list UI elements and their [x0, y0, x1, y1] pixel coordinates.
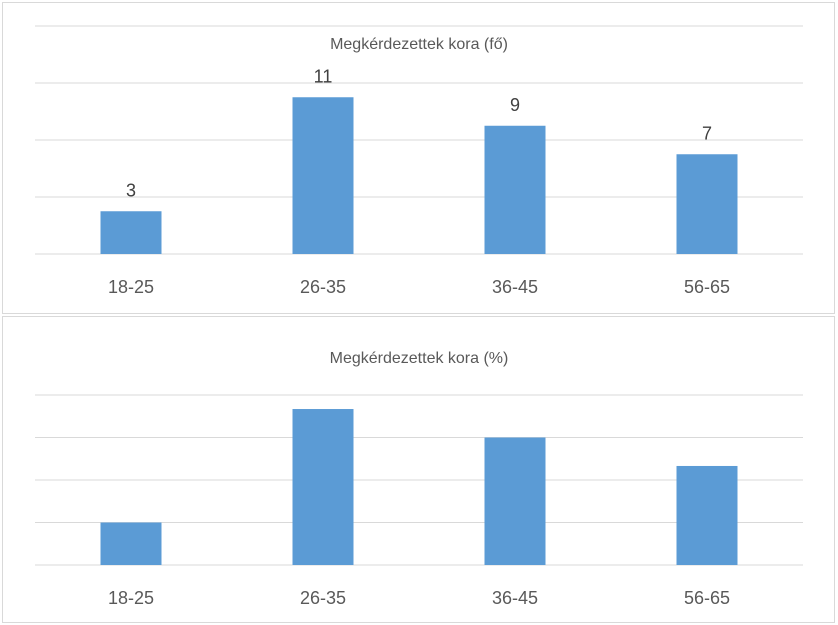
x-tick-label: 36-45 — [492, 588, 538, 608]
data-label-36-45: 9 — [510, 95, 520, 115]
chart-percent-title: Megkérdezettek kora (%) — [330, 350, 509, 367]
bar-56-65 — [676, 154, 738, 254]
data-label-56-65: 7 — [702, 123, 712, 143]
chart-percent-svg: Megkérdezettek kora (%) 18-25 26-35 36-45 5… — [35, 350, 803, 608]
bar-56-65 — [676, 465, 738, 565]
x-tick-label: 18-25 — [108, 277, 154, 297]
bar-26-35 — [292, 409, 354, 565]
chart-panel-percent: Megkérdezettek kora (%) 18-25 26-35 36-45 5… — [2, 316, 835, 623]
x-tick-label: 18-25 — [108, 588, 154, 608]
chart-count-title: Megkérdezettek kora (fő) — [330, 36, 508, 53]
x-tick-label: 56-65 — [684, 588, 730, 608]
bar-18-25 — [100, 522, 162, 565]
chart-count-svg: Megkérdezettek kora (fő) 3 11 9 7 18-25 26-3… — [35, 25, 803, 297]
data-label-18-25: 3 — [126, 180, 136, 200]
x-tick-label: 56-65 — [684, 277, 730, 297]
x-tick-label: 26-35 — [300, 588, 346, 608]
x-tick-label: 36-45 — [492, 277, 538, 297]
chart-panel-count: Megkérdezettek kora (fő) 3 11 9 7 18-25 26-3… — [2, 2, 835, 314]
bar-26-35 — [292, 97, 354, 254]
bar-18-25 — [100, 211, 162, 254]
data-label-26-35: 11 — [314, 66, 333, 86]
bar-36-45 — [484, 125, 546, 254]
x-tick-label: 26-35 — [300, 277, 346, 297]
bar-36-45 — [484, 437, 546, 565]
